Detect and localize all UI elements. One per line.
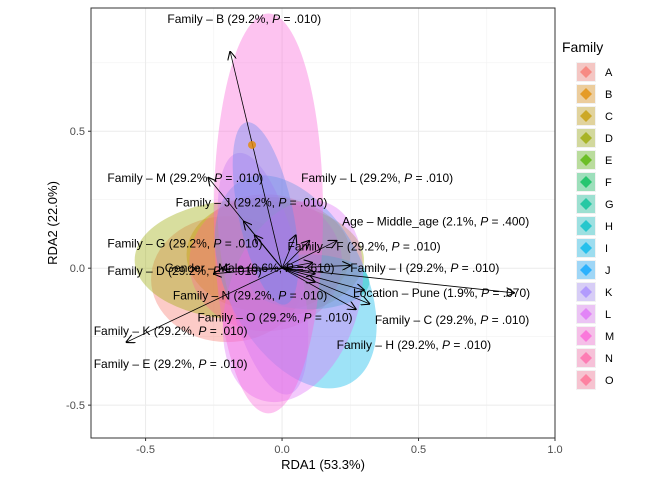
y-axis-ticks: -0.5 0.0 0.5	[66, 126, 91, 412]
vector-label: Gender – Male (0.6%, P = .610)	[165, 261, 335, 275]
ellipse-l	[222, 200, 364, 403]
legend-label: L	[605, 309, 611, 321]
legend-label: D	[605, 133, 613, 145]
legend-title: Family	[562, 39, 603, 55]
panel-border	[90, 7, 556, 439]
legend-label: E	[605, 155, 612, 167]
legend-label: C	[605, 111, 613, 123]
vector-arrow	[281, 267, 356, 309]
panel-background	[91, 8, 555, 438]
group-points	[248, 140, 257, 149]
vector-label: Family – B (29.2%, P = .010)	[167, 12, 321, 26]
x-tick-label: -0.5	[136, 444, 155, 456]
vector-arrow	[281, 263, 312, 268]
ellipse-o	[189, 194, 343, 332]
legend-key-marker	[580, 66, 592, 78]
y-tick-label: -0.5	[66, 400, 85, 412]
legend-label: B	[605, 89, 612, 101]
legend-key-marker	[580, 242, 592, 254]
legend-label: I	[605, 243, 608, 255]
x-tick-label: 0.0	[274, 444, 289, 456]
legend-key-marker	[580, 198, 592, 210]
legend-label: O	[605, 375, 614, 387]
legend-key-marker	[580, 286, 592, 298]
legend-key-marker	[580, 330, 592, 342]
vector-label: Family – K (29.2%, P = .010)	[94, 324, 248, 338]
legend-label: N	[605, 353, 613, 365]
vector-arrow	[282, 265, 350, 268]
vector-arrow	[281, 267, 369, 304]
legend-key-marker	[580, 88, 592, 100]
vector-label: Family – G (29.2%, P = .010)	[107, 237, 262, 251]
ellipse-k	[217, 152, 309, 395]
x-tick-label: 1.0	[547, 444, 562, 456]
y-axis-title: RDA2 (22.0%)	[45, 181, 60, 265]
legend-key-marker	[580, 374, 592, 386]
point-b	[248, 140, 257, 149]
vector-arrow	[281, 235, 296, 269]
vector-arrow	[214, 267, 283, 273]
y-tick-label: 0.0	[70, 263, 85, 275]
legend-label: A	[605, 67, 613, 79]
vector-label: Family – J (29.2%, P = .010)	[176, 195, 328, 209]
legend-key-marker	[580, 154, 592, 166]
legend-key-marker	[580, 220, 592, 232]
vector-arrow	[126, 267, 283, 342]
vector-label: Location – Pune (1.9%, P = .070)	[353, 286, 530, 300]
legend-label: K	[605, 287, 613, 299]
vector-arrow	[230, 52, 283, 269]
legend-label: H	[605, 221, 613, 233]
vector-label: Family – E (29.2%, P = .010)	[94, 357, 248, 371]
legend-label: M	[605, 331, 614, 343]
x-axis-title: RDA1 (53.3%)	[281, 457, 365, 472]
vector-arrow	[255, 235, 283, 269]
legend-label: G	[605, 199, 614, 211]
vector-label: Family – F (29.2%, P = .010)	[288, 239, 441, 253]
ellipse-j	[232, 122, 299, 305]
ellipse-d	[134, 199, 364, 321]
vector-arrow	[282, 267, 514, 293]
legend-key-marker	[580, 132, 592, 144]
vector-label: Family – M (29.2%, P = .010)	[107, 171, 263, 185]
constraint-vectors	[126, 52, 514, 342]
vector-label: Family – O (29.2%, P = .010)	[197, 310, 352, 324]
ellipse-m	[213, 13, 323, 414]
y-tick-label: 0.5	[70, 126, 85, 138]
vector-label: Age – Middle_age (2.1%, P = .400)	[342, 215, 529, 229]
legend-label: F	[605, 177, 612, 189]
legend-key-marker	[580, 264, 592, 276]
vector-arrow	[281, 241, 337, 269]
vector-label: Family – D (29.2%, P = .010)	[107, 264, 261, 278]
vector-labels: Family – B (29.2%, P = .010) Family – M (…	[94, 12, 530, 371]
vector-label: Family – L (29.2%, P = .010)	[301, 171, 453, 185]
legend-key-marker	[580, 308, 592, 320]
ellipse-i	[214, 175, 377, 389]
vector-label: Family – N (29.2%, P = .010)	[173, 289, 327, 303]
legend-key-marker	[580, 352, 592, 364]
vector-label: Family – C (29.2%, P = .010)	[375, 313, 529, 327]
legend-label: J	[605, 265, 611, 277]
vector-label: Family – I (29.2%, P = .010)	[350, 261, 499, 275]
vector-arrow	[281, 241, 309, 269]
vector-label: Family – H (29.2%, P = .010)	[337, 338, 491, 352]
legend-key-marker	[580, 110, 592, 122]
x-tick-label: 0.5	[411, 444, 426, 456]
legend-key-marker	[580, 176, 592, 188]
vector-arrow	[281, 267, 364, 290]
x-axis-ticks: -0.5 0.0 0.5 1.0	[136, 438, 563, 456]
vector-arrow	[281, 267, 315, 273]
